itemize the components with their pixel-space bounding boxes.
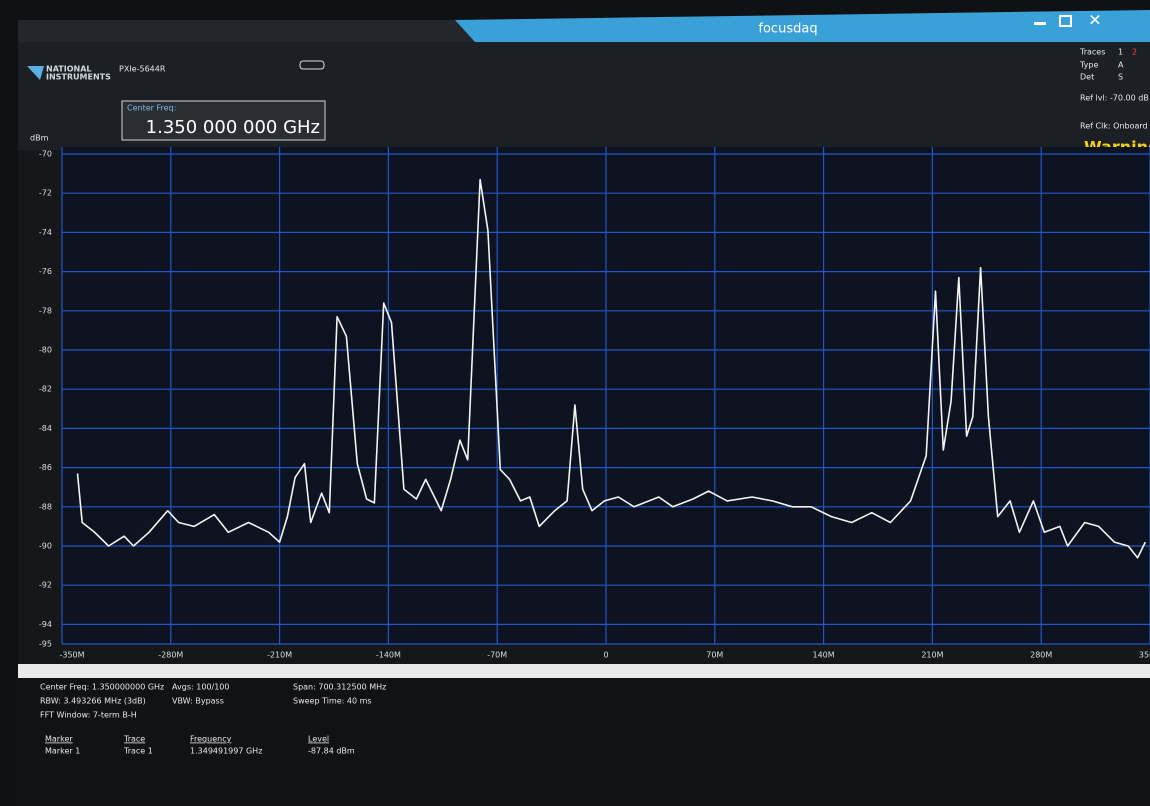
x-tick-label: 70M xyxy=(706,651,723,660)
setting: Sweep Time: 40 ms xyxy=(293,697,372,706)
traces-label: Traces xyxy=(1079,48,1105,57)
table-header[interactable]: Marker xyxy=(45,735,73,744)
trace-1[interactable]: 1 xyxy=(1118,48,1123,57)
setting: RBW: 3.493266 MHz (3dB) xyxy=(40,697,146,706)
trace-2[interactable]: 2 xyxy=(1132,48,1137,57)
minimize-button[interactable] xyxy=(1034,22,1046,25)
focus-bar xyxy=(455,10,1150,42)
y-tick-label: -82 xyxy=(39,385,52,394)
y-tick-label: -92 xyxy=(39,581,52,590)
y-tick-label: -78 xyxy=(39,306,52,315)
y-tick-label: -84 xyxy=(39,424,52,433)
center-freq-label: Center Freq: xyxy=(127,104,176,113)
x-tick-label: 210M xyxy=(921,651,943,660)
type-label: Type xyxy=(1079,61,1098,70)
x-tick-label: -210M xyxy=(267,651,292,660)
table-cell: 1.349491997 GHz xyxy=(190,747,262,756)
y-tick-label: -94 xyxy=(39,620,52,629)
table-cell: Marker 1 xyxy=(45,747,80,756)
x-tick-label: -70M xyxy=(487,651,507,660)
center-freq-box[interactable] xyxy=(121,100,326,141)
x-tick-label: 140M xyxy=(813,651,835,660)
table-cell: -87.84 dBm xyxy=(308,747,355,756)
y-axis-label: dBm xyxy=(30,134,49,143)
x-tick-label: -350M xyxy=(59,651,84,660)
y-tick-label: -88 xyxy=(39,502,52,511)
logo-text: INSTRUMENTS xyxy=(46,73,111,82)
toggle-icon[interactable] xyxy=(299,60,325,70)
y-tick-label: -86 xyxy=(39,463,52,472)
logo-mark xyxy=(27,66,44,80)
type-value: A xyxy=(1118,61,1124,70)
setting: Span: 700.312500 MHz xyxy=(293,683,386,692)
det-value: S xyxy=(1118,73,1123,82)
center-freq-value[interactable]: 1.350 000 000 GHz xyxy=(146,117,320,138)
device-name: PXIe-5644R xyxy=(119,65,166,74)
x-tick-label: -140M xyxy=(376,651,401,660)
trace-line xyxy=(76,178,1147,559)
table-cell: Trace 1 xyxy=(123,747,153,756)
y-tick-label: -76 xyxy=(39,267,52,276)
table-header[interactable]: Level xyxy=(308,735,329,744)
y-tick-label: -74 xyxy=(39,228,52,237)
ref-level: Ref lvl: -70.00 dB xyxy=(1080,94,1149,103)
y-tick-label: -72 xyxy=(39,189,52,198)
x-tick-label: 0 xyxy=(603,651,608,660)
footer-divider xyxy=(18,664,1150,678)
setting: Avgs: 100/100 xyxy=(172,683,229,692)
setting: VBW: Bypass xyxy=(172,697,224,706)
x-tick-label: 350M xyxy=(1139,651,1150,660)
close-button[interactable]: ✕ xyxy=(1088,11,1101,30)
table-header[interactable]: Frequency xyxy=(190,735,232,744)
table-header[interactable]: Trace xyxy=(123,735,145,744)
y-tick-label: -70 xyxy=(39,150,52,159)
setting: Center Freq: 1.350000000 GHz xyxy=(40,683,164,692)
window-title: focusdaq xyxy=(758,22,817,37)
y-tick-label: -95 xyxy=(39,640,52,649)
maximize-button[interactable] xyxy=(1059,15,1072,27)
plot: -70 -72 -74 -76 -78 -80 -82 -84 -86 -88 -90 -92 -94 -… xyxy=(39,147,1150,660)
logo-text: NATIONAL xyxy=(46,65,91,74)
ref-clock: Ref Clk: Onboard xyxy=(1080,122,1148,131)
x-tick-label: 280M xyxy=(1030,651,1052,660)
setting: FFT Window: 7-term B-H xyxy=(40,711,137,720)
y-tick-label: -90 xyxy=(39,542,52,551)
footer-panel xyxy=(18,678,1150,806)
det-label: Det xyxy=(1080,73,1094,82)
y-tick-label: -80 xyxy=(39,346,52,355)
x-tick-label: -280M xyxy=(158,651,183,660)
